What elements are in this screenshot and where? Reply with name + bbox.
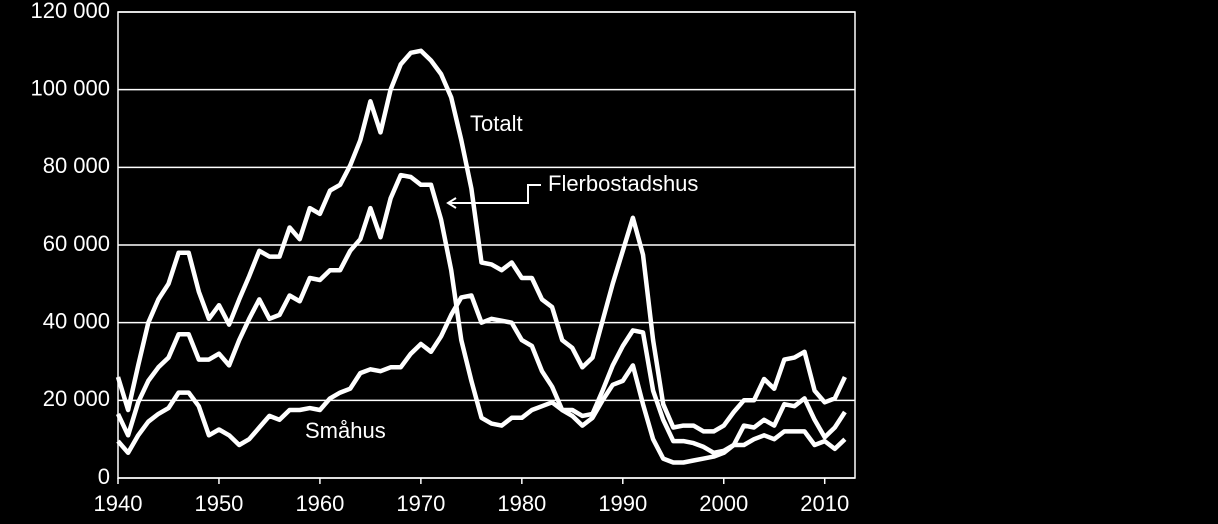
x-tick-label: 1990 (598, 491, 647, 516)
y-tick-label: 100 000 (30, 75, 110, 100)
y-tick-label: 120 000 (30, 0, 110, 23)
annotation-arrow (450, 184, 541, 204)
x-tick-label: 1980 (497, 491, 546, 516)
y-tick-label: 20 000 (43, 386, 110, 411)
series-line (116, 293, 847, 456)
annotation-arrowhead (446, 197, 457, 209)
y-tick-label: 80 000 (43, 153, 110, 178)
x-tick-label: 1950 (194, 491, 243, 516)
y-tick-label: 40 000 (43, 308, 110, 333)
x-tick-label: 1940 (94, 491, 143, 516)
x-tick-label: 2000 (699, 491, 748, 516)
series-line (115, 48, 847, 434)
x-tick-label: 1960 (295, 491, 344, 516)
series-label: Småhus (305, 418, 386, 443)
y-tick-label: 0 (98, 464, 110, 489)
series-label: Totalt (470, 111, 523, 136)
x-tick-label: 1970 (396, 491, 445, 516)
x-tick-label: 2010 (800, 491, 849, 516)
plot-frame (117, 11, 856, 479)
series-label: Flerbostadshus (548, 171, 698, 196)
y-tick-label: 60 000 (43, 231, 110, 256)
